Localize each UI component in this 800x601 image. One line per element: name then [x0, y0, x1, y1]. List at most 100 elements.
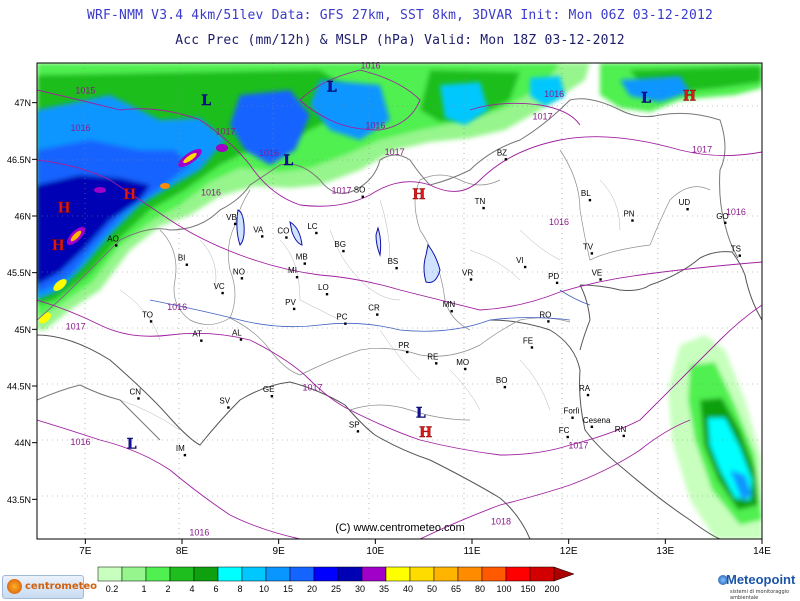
colorbar-label: 30	[355, 584, 365, 594]
isobar-label: 1016	[365, 121, 385, 131]
isobar-label: 1016	[259, 148, 279, 158]
city-dot	[227, 406, 230, 409]
city-dot	[406, 350, 409, 354]
city-dot	[590, 252, 594, 255]
city-label: AT	[192, 330, 202, 339]
lon-tick-label: 12E	[560, 546, 578, 557]
city-label: AL	[232, 329, 242, 338]
meteopoint-logo[interactable]: Meteopoint sistemi di monitoraggio ambie…	[718, 572, 798, 601]
city-dot	[315, 231, 318, 235]
northern-adriatic-coastline	[579, 251, 762, 321]
isobar-label: 1016	[549, 217, 569, 227]
isobar-label: 1017	[385, 147, 405, 157]
city-dot	[469, 278, 473, 281]
city-dot	[504, 158, 508, 161]
lon-tick-label: 9E	[273, 546, 286, 557]
city-label: CO	[277, 227, 289, 236]
high-pressure-marker: H	[683, 88, 696, 104]
isobar-label: 1016	[726, 207, 746, 217]
globe-icon	[718, 575, 728, 585]
city-dot	[724, 221, 727, 224]
isobar-label: 1018	[491, 516, 511, 526]
high-pressure-marker: H	[419, 425, 432, 441]
city-label: RE	[427, 352, 438, 361]
city-label: VC	[214, 282, 225, 291]
city-label: BZ	[497, 148, 507, 157]
city-label: UD	[679, 198, 691, 207]
low-pressure-marker: L	[641, 91, 651, 107]
copyright-text: (C) www.centrometeo.com	[335, 522, 465, 534]
colorbar-label: 100	[496, 584, 511, 594]
colorbar-label: 200	[544, 584, 559, 594]
city-label: RA	[579, 384, 591, 393]
city-dot	[482, 206, 485, 210]
low-pressure-marker: L	[416, 406, 426, 422]
city-label: LC	[307, 222, 317, 231]
venetian-coastline	[579, 284, 591, 351]
lat-tick-label: 45N	[14, 325, 31, 335]
city-label: TN	[475, 197, 486, 206]
colorbar-label: 40	[403, 584, 413, 594]
lon-tick-label: 8E	[176, 546, 189, 557]
city-label: MN	[443, 300, 456, 309]
city-label: TV	[583, 242, 594, 251]
low-pressure-marker: L	[283, 153, 293, 169]
city-label: PV	[285, 298, 296, 307]
isobar-label: 1015	[75, 86, 95, 96]
city-dot	[303, 262, 306, 265]
lat-tick-label: 44N	[14, 438, 31, 448]
city-label: BI	[178, 254, 186, 263]
precip-adriatic	[668, 335, 762, 539]
city-label: CN	[130, 387, 142, 396]
city-label: BG	[334, 240, 346, 249]
city-dot	[686, 208, 689, 211]
city-label: VR	[462, 268, 473, 277]
city-label: BS	[388, 257, 399, 266]
colorbar-label: 8	[237, 584, 242, 594]
lake-como	[289, 220, 303, 246]
colorbar-label: 2	[165, 584, 170, 594]
isobar-label: 1017	[692, 145, 712, 155]
lat-tick-label: 45.5N	[7, 268, 31, 278]
city-label: PN	[623, 210, 634, 219]
city-dot	[464, 367, 467, 371]
colorbar-label: 1	[141, 584, 146, 594]
low-pressure-marker: L	[201, 93, 211, 109]
lake-maggiore	[236, 209, 245, 246]
centrometeo-logo[interactable]: centrometeo	[2, 575, 97, 599]
city-label: RO	[539, 310, 551, 319]
precipitation-field	[37, 63, 762, 539]
colorbar-label: 15	[283, 584, 293, 594]
city-dot	[450, 310, 453, 313]
colorbar-label: 65	[451, 584, 461, 594]
lakes	[236, 209, 441, 283]
isobar-label: 1017	[215, 126, 235, 136]
city-label: TS	[731, 245, 741, 254]
precip-extreme-spots	[39, 144, 228, 324]
colorbar-label: 6	[213, 584, 218, 594]
city-label: PR	[398, 341, 409, 350]
city-dot	[270, 395, 274, 398]
lon-tick-label: 10E	[366, 546, 384, 557]
city-label: AO	[107, 234, 119, 243]
city-dot	[285, 236, 288, 239]
isobars	[37, 69, 762, 539]
map-frame	[36, 62, 763, 540]
isobar-label: 1017	[302, 383, 322, 393]
city-label: LO	[318, 283, 329, 292]
precip-heavy-cores	[37, 76, 690, 300]
city-dot	[356, 430, 360, 433]
city-dot	[555, 281, 559, 285]
lat-tick-label: 43.5N	[7, 495, 31, 505]
chart-header: WRF-NMM V3.4 4km/51lev Data: GFS 27km, S…	[0, 0, 800, 56]
city-label: SP	[349, 420, 360, 429]
lat-tick-label: 44.5N	[7, 382, 31, 392]
colorbar-label: 0.2	[106, 584, 119, 594]
provincial-borders	[119, 179, 621, 431]
city-dot	[361, 195, 364, 198]
city-dot	[292, 307, 296, 311]
french-border	[37, 384, 161, 441]
city-dot	[571, 416, 574, 419]
colorbar-label: 150	[520, 584, 535, 594]
